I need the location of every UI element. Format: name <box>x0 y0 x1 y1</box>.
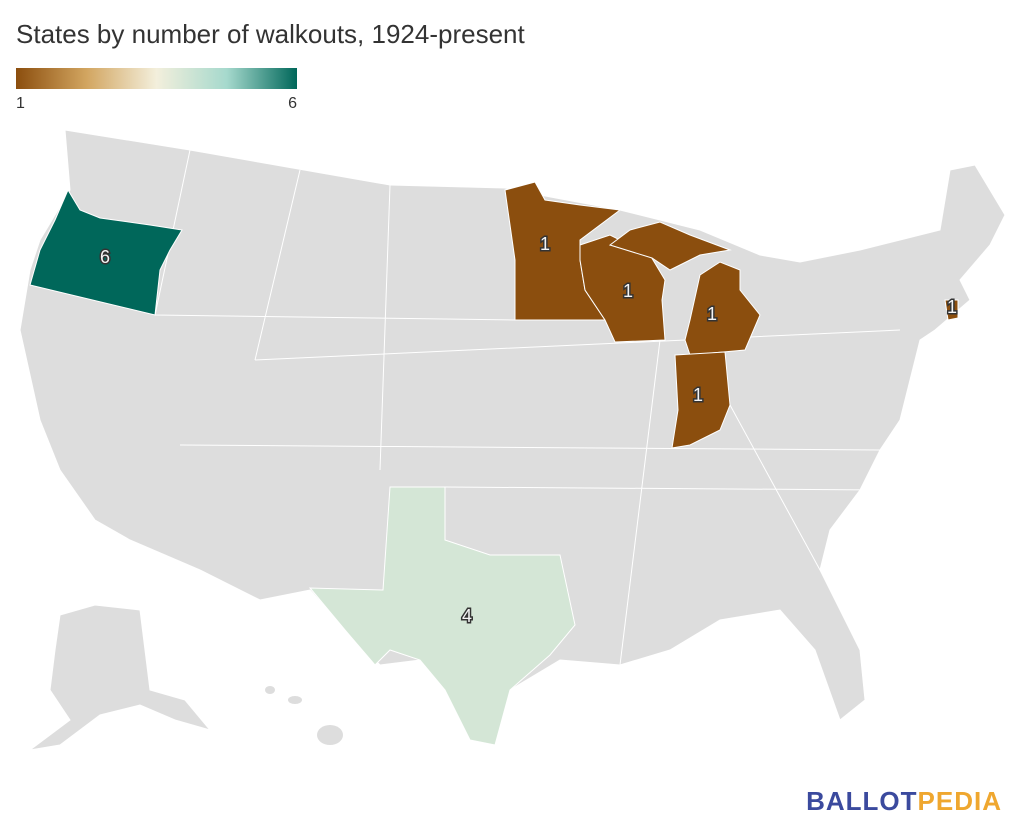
hawaii <box>265 686 275 694</box>
region-label: 1 <box>623 281 633 301</box>
logo-part1: BALLOT <box>806 786 917 816</box>
base-map <box>19 129 1006 751</box>
logo-part2: PEDIA <box>918 786 1002 816</box>
alaska <box>29 604 212 751</box>
region-label: 1 <box>693 385 703 405</box>
hawaii <box>288 696 302 704</box>
legend-min: 1 <box>16 95 25 112</box>
hawaii <box>317 725 343 745</box>
region-label: 1 <box>947 297 957 317</box>
legend-gradient <box>16 68 297 89</box>
region-label: 1 <box>707 304 717 324</box>
state-region <box>671 351 731 449</box>
state-region <box>944 299 959 321</box>
title: States by number of walkouts, 1924-prese… <box>16 19 526 49</box>
logo: BALLOTPEDIA <box>806 786 1002 816</box>
legend-max: 6 <box>288 95 297 112</box>
region-label: 1 <box>540 234 550 254</box>
region-label: 4 <box>462 606 472 626</box>
us-outline <box>19 129 1006 746</box>
regions: 6 1 1 1 1 4 1 <box>29 181 959 746</box>
state-region <box>308 486 576 746</box>
region-label: 6 <box>100 247 110 267</box>
state-region <box>608 221 761 356</box>
state-region <box>29 188 183 316</box>
